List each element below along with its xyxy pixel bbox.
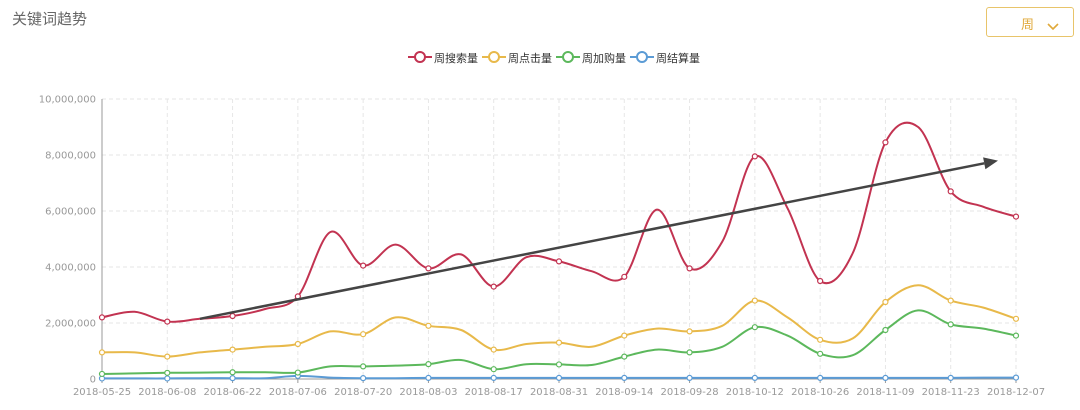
data-point <box>98 370 106 378</box>
series-3 <box>98 372 1020 382</box>
data-point <box>751 297 758 304</box>
legend-label-cart: 周加购量 <box>582 52 626 65</box>
legend-label-search: 周搜索量 <box>434 52 478 65</box>
x-tick-label: 2018-05-25 <box>73 387 131 398</box>
data-point <box>164 318 171 325</box>
data-point <box>425 265 432 272</box>
data-point <box>425 322 432 329</box>
x-tick-label: 2018-12-07 <box>987 387 1045 398</box>
data-point <box>621 353 628 360</box>
data-point <box>555 361 563 368</box>
legend-label-click: 周点击量 <box>508 52 552 65</box>
data-point <box>229 375 236 382</box>
data-point <box>817 277 824 285</box>
data-point <box>1012 374 1020 381</box>
data-point <box>294 340 301 348</box>
data-point <box>294 369 301 376</box>
x-tick-label: 2018-08-31 <box>530 387 588 398</box>
data-point <box>686 349 693 356</box>
y-tick-label: 6,000,000 <box>45 207 96 218</box>
data-point <box>751 153 758 160</box>
series-2 <box>98 309 1020 378</box>
x-tick-label: 2018-06-22 <box>204 387 262 398</box>
data-point <box>621 374 628 381</box>
y-tick-label: 8,000,000 <box>45 151 96 162</box>
data-point <box>360 375 367 382</box>
data-point <box>490 283 497 290</box>
x-tick-label: 2018-06-08 <box>138 387 196 398</box>
data-point <box>1012 213 1020 220</box>
y-tick-label: 10,000,000 <box>39 95 96 106</box>
data-point <box>947 188 954 195</box>
data-point <box>882 139 889 146</box>
data-point <box>947 297 954 304</box>
data-point <box>360 262 367 269</box>
y-tick-label: 0 <box>90 375 96 386</box>
x-tick-label: 2018-09-28 <box>661 387 719 398</box>
data-point <box>947 374 954 381</box>
data-point <box>621 332 628 339</box>
data-point <box>490 374 497 381</box>
data-point <box>817 350 824 357</box>
chart-legend: 周搜索量 周点击量 周加购量 周结算量 <box>0 48 1080 68</box>
chevron-down-icon <box>1047 17 1059 36</box>
data-point <box>98 349 106 356</box>
series-1 <box>98 284 1020 360</box>
trend-arrow-line <box>199 162 985 321</box>
x-tick-label: 2018-07-20 <box>334 387 392 398</box>
data-point <box>360 331 367 338</box>
data-point <box>817 336 824 343</box>
series-0 <box>98 121 1020 325</box>
x-tick-label: 2018-07-06 <box>269 387 327 398</box>
data-point <box>164 375 171 382</box>
data-point <box>229 312 236 320</box>
data-point <box>229 346 236 353</box>
data-point <box>947 321 954 328</box>
x-tick-label: 2018-08-03 <box>399 387 457 398</box>
period-select[interactable]: 周 <box>986 7 1074 37</box>
page-title: 关键词趋势 <box>12 10 88 28</box>
x-tick-label: 2018-11-23 <box>922 387 980 398</box>
data-point <box>490 346 497 353</box>
legend-label-checkout: 周结算量 <box>656 52 700 65</box>
data-point <box>425 361 432 368</box>
data-point <box>751 374 758 381</box>
data-point <box>555 258 563 265</box>
data-point <box>751 324 758 331</box>
data-point <box>229 369 236 376</box>
x-tick-label: 2018-11-09 <box>856 387 914 398</box>
x-tick-label: 2018-10-26 <box>791 387 849 398</box>
legend-marker-search <box>408 51 432 63</box>
data-point <box>425 374 432 381</box>
data-point <box>360 363 367 370</box>
data-point <box>98 314 106 321</box>
data-point <box>490 366 497 373</box>
data-point <box>1012 332 1020 339</box>
x-tick-label: 2018-09-14 <box>595 387 653 398</box>
data-point <box>621 273 628 280</box>
series-line <box>101 121 1017 323</box>
data-point <box>686 374 693 381</box>
data-point <box>555 339 563 346</box>
y-tick-label: 4,000,000 <box>45 263 96 274</box>
data-point <box>686 265 693 272</box>
data-point <box>164 353 171 360</box>
data-point <box>686 328 693 335</box>
legend-marker-checkout <box>630 51 654 63</box>
data-point <box>882 298 889 306</box>
trend-arrow-head <box>983 157 998 170</box>
data-point <box>882 374 889 381</box>
legend-marker-click <box>482 51 506 63</box>
x-tick-label: 2018-08-17 <box>465 387 523 398</box>
y-tick-label: 2,000,000 <box>45 319 96 330</box>
x-tick-label: 2018-10-12 <box>726 387 784 398</box>
data-point <box>1012 315 1020 322</box>
data-point <box>882 326 889 334</box>
data-point <box>164 369 171 376</box>
legend-marker-cart <box>556 51 580 63</box>
data-point <box>817 374 824 381</box>
data-point <box>555 374 563 381</box>
period-select-value: 周 <box>1021 18 1035 33</box>
